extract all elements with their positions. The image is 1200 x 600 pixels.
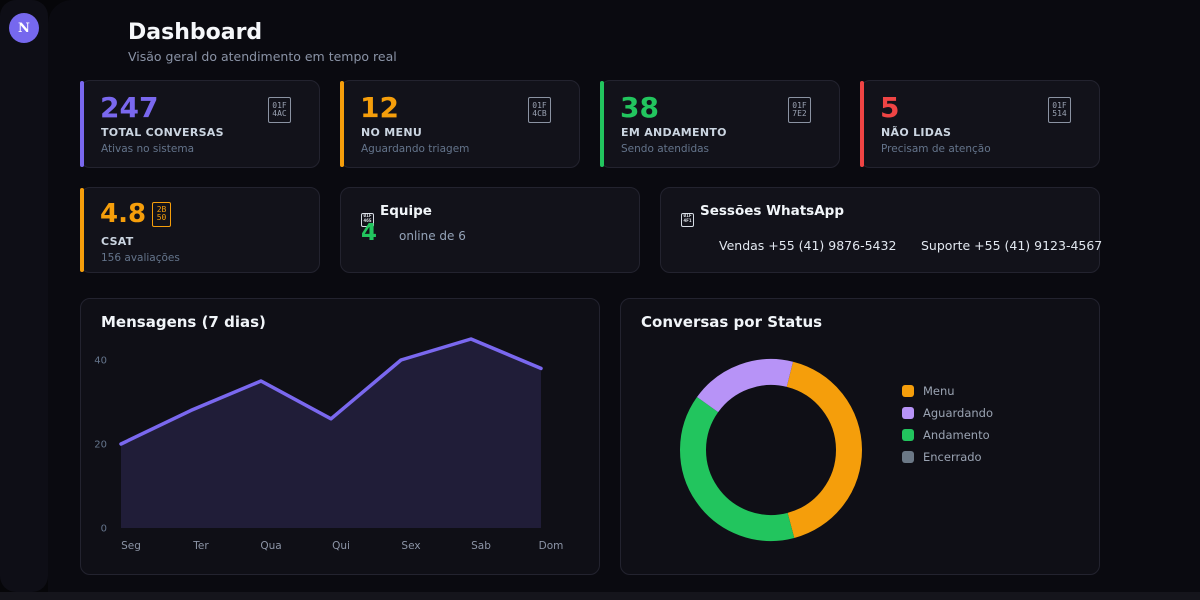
stat-card-no-menu: 12 NO MENU Aguardando triagem 01F 4CB bbox=[340, 80, 580, 168]
x-tick-label: Qua bbox=[260, 540, 281, 552]
csat-sub: 156 avaliações bbox=[101, 252, 180, 264]
legend-item-aguardando: Aguardando bbox=[902, 406, 993, 420]
legend-swatch-andamento bbox=[902, 429, 914, 441]
people-emoji-tofu-icon: 01F 465 bbox=[361, 212, 374, 227]
stat-value: 247 bbox=[100, 91, 159, 124]
y-tick-label: 40 bbox=[94, 356, 107, 367]
whatsapp-sessions-card: 01F 4F1 Sessões WhatsApp Vendas +55 (41) 9… bbox=[660, 187, 1103, 273]
accent-bar bbox=[80, 188, 84, 272]
stat-label: NÃO LIDAS bbox=[881, 126, 952, 139]
accent-bar bbox=[340, 81, 344, 167]
y-tick-label: 20 bbox=[94, 440, 107, 451]
x-tick-label: Qui bbox=[332, 540, 350, 552]
bell-emoji-tofu-icon: 01F 514 bbox=[1048, 97, 1071, 123]
sidebar: N bbox=[0, 0, 48, 592]
legend-swatch-aguardando bbox=[902, 407, 914, 419]
area-fill bbox=[121, 339, 541, 528]
legend-swatch-menu bbox=[902, 385, 914, 397]
stat-sub: Precisam de atenção bbox=[881, 143, 991, 155]
stat-value: 38 bbox=[620, 91, 659, 124]
team-online-count: 4 bbox=[361, 220, 378, 246]
line-series bbox=[119, 337, 543, 446]
status-donut-chart bbox=[680, 359, 862, 541]
x-tick-label: Sab bbox=[471, 540, 491, 552]
stat-sub: Ativas no sistema bbox=[101, 143, 195, 155]
team-card: 01F 465 Equipe 4 online de 6 bbox=[340, 187, 640, 273]
stat-card-total-conversas: 247 TOTAL CONVERSAS Ativas no sistema 01… bbox=[80, 80, 320, 168]
sessions-card-title: 01F 4F1 Sessões WhatsApp bbox=[681, 203, 844, 227]
stat-card-em-andamento: 38 EM ANDAMENTO Sendo atendidas 01F 7E2 bbox=[600, 80, 840, 168]
donut-legend: Menu Aguardando Andamento Encerrado bbox=[902, 384, 993, 464]
accent-bar bbox=[600, 81, 604, 167]
donut-segment-aguardando bbox=[697, 359, 793, 413]
session-entry-vendas: Vendas +55 (41) 9876-5432 bbox=[719, 238, 897, 253]
x-tick-label: Dom bbox=[539, 540, 564, 552]
status-chart-title: Conversas por Status bbox=[641, 313, 823, 331]
y-tick-label: 0 bbox=[101, 524, 107, 535]
messages-chart-card: 0 20 40 Seg Ter Qua Qui Sex Sab Dom Mensagens (7 … bbox=[80, 298, 600, 575]
stat-sub: Sendo atendidas bbox=[621, 143, 710, 155]
stat-sub: Aguardando triagem bbox=[361, 143, 470, 155]
stat-card-nao-lidas: 5 NÃO LIDAS Precisam de atenção 01F 514 bbox=[860, 80, 1100, 168]
accent-bar bbox=[860, 81, 864, 167]
legend-item-andamento: Andamento bbox=[902, 428, 993, 442]
donut-segment-andamento bbox=[680, 397, 795, 541]
stat-value: 5 bbox=[880, 91, 900, 124]
accent-bar bbox=[80, 81, 84, 167]
stat-value: 12 bbox=[360, 91, 399, 124]
csat-value: 4.8 bbox=[100, 199, 147, 229]
csat-card: 4.8 2B 50 CSAT 156 avaliações bbox=[80, 187, 320, 273]
green-circle-emoji-tofu-icon: 01F 7E2 bbox=[788, 97, 811, 123]
page-subtitle: Visão geral do atendimento em tempo real bbox=[128, 49, 397, 64]
donut-segment-menu bbox=[786, 361, 862, 538]
status-chart-card: Conversas por Status Menu Aguardando And… bbox=[620, 298, 1100, 575]
legend-item-encerrado: Encerrado bbox=[902, 450, 993, 464]
x-tick-label: Sex bbox=[401, 540, 420, 552]
x-tick-label: Ter bbox=[192, 540, 209, 552]
messages-chart-title: Mensagens (7 dias) bbox=[101, 313, 266, 331]
stat-label: EM ANDAMENTO bbox=[621, 126, 727, 139]
star-emoji-tofu-icon: 2B 50 bbox=[152, 201, 172, 227]
team-card-title: 01F 465 Equipe bbox=[361, 203, 432, 227]
legend-swatch-encerrado bbox=[902, 451, 914, 463]
csat-label: CSAT bbox=[101, 235, 134, 248]
team-online-label: online de 6 bbox=[399, 229, 466, 243]
avatar[interactable]: N bbox=[9, 13, 39, 43]
legend-item-menu: Menu bbox=[902, 384, 993, 398]
clipboard-emoji-tofu-icon: 01F 4CB bbox=[528, 97, 551, 123]
stat-label: NO MENU bbox=[361, 126, 423, 139]
mobile-phone-emoji-tofu-icon: 01F 4F1 bbox=[681, 212, 694, 227]
page-title: Dashboard bbox=[128, 20, 263, 45]
stat-label: TOTAL CONVERSAS bbox=[101, 126, 224, 139]
messages-line-chart: 0 20 40 Seg Ter Qua Qui Sex Sab Dom bbox=[94, 337, 564, 552]
x-tick-label: Seg bbox=[121, 540, 141, 552]
speech-balloon-emoji-tofu-icon: 01F 4AC bbox=[268, 97, 291, 123]
session-entry-suporte: Suporte +55 (41) 9123-4567 bbox=[921, 238, 1103, 253]
